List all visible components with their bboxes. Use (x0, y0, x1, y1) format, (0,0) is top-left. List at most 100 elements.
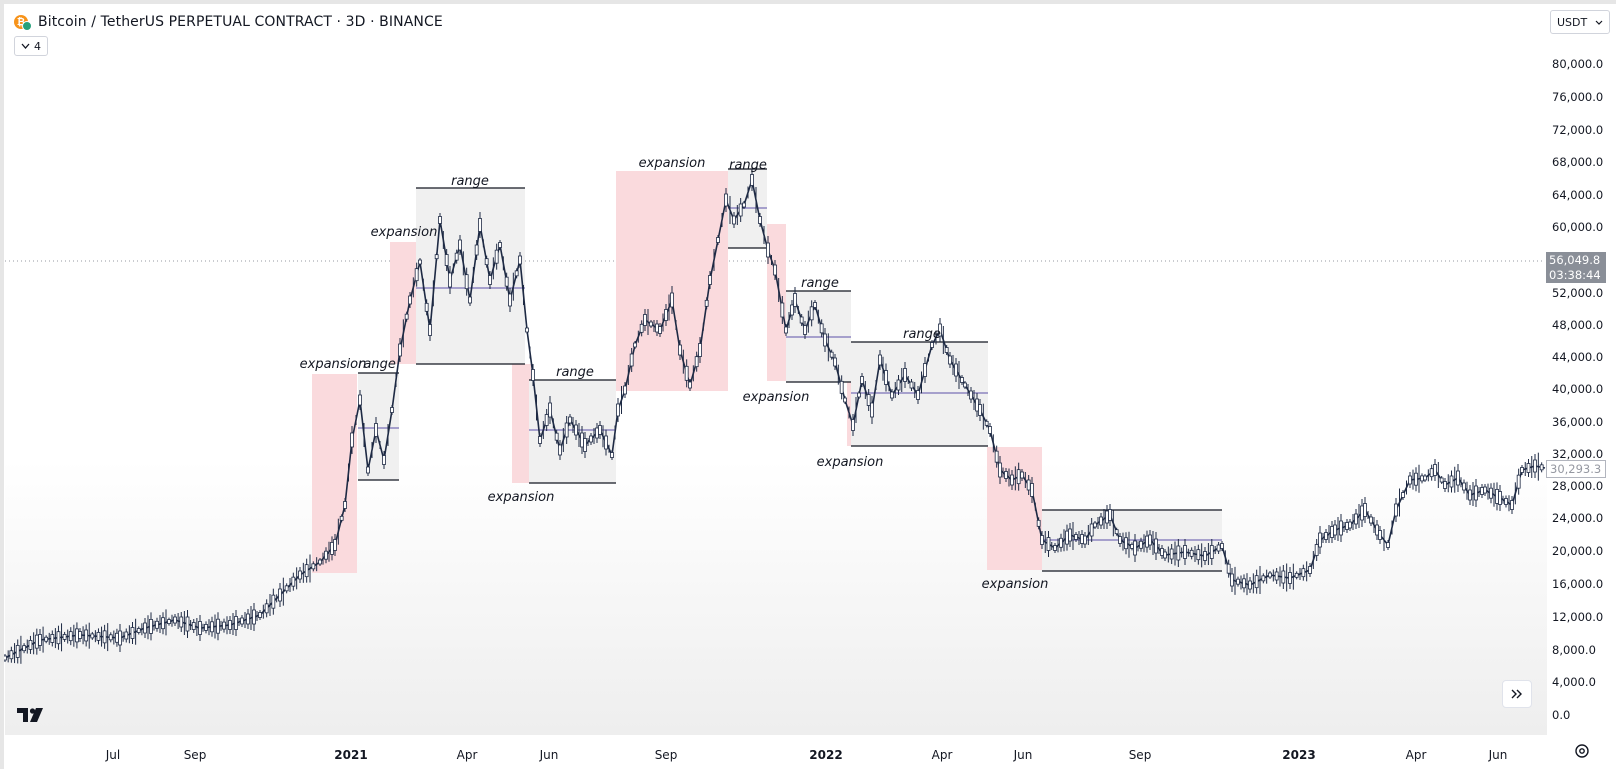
expansion-zone (512, 364, 531, 483)
candle-body (96, 631, 101, 641)
candle-body (975, 398, 979, 412)
candle-body (750, 174, 754, 186)
range-zone (416, 188, 525, 364)
candle-body (173, 616, 177, 624)
candle-body (494, 249, 499, 264)
candle-body (350, 432, 354, 448)
time-axis-label: Sep (654, 748, 678, 762)
candle-body (1020, 471, 1024, 479)
candle-body (298, 570, 302, 580)
candle-body (222, 621, 226, 630)
candle-body (938, 323, 942, 337)
candle-body (1093, 522, 1097, 528)
range-annotation: range (729, 158, 767, 173)
tradingview-logo-icon[interactable] (17, 707, 49, 723)
candle-body (742, 202, 746, 208)
candle-body (1154, 538, 1158, 554)
candle-body (1539, 464, 1544, 471)
candle-body (474, 244, 479, 256)
price-axis-label: 64,000.0 (1552, 188, 1604, 202)
candle-body (823, 333, 827, 347)
candle-body (278, 588, 282, 602)
currency-label: USDT (1557, 15, 1588, 29)
time-axis-label: 2021 (334, 748, 368, 762)
candle-body (1226, 563, 1231, 574)
candle-body (1169, 548, 1174, 560)
candle-body (1183, 545, 1187, 559)
candle-body (518, 255, 522, 265)
candle-body (629, 353, 634, 367)
candle-body (408, 295, 412, 305)
indicators-count: 4 (34, 39, 41, 53)
candle-body (1105, 510, 1109, 524)
candle-body (639, 323, 644, 333)
candle-body (1068, 528, 1072, 542)
candle-body (424, 302, 429, 312)
time-axis-label: Apr (931, 748, 953, 762)
candle-body (434, 254, 439, 260)
candle-body (870, 402, 874, 418)
scroll-to-realtime-button[interactable] (1502, 680, 1532, 708)
range-annotation: range (903, 327, 941, 342)
candle-body (1520, 467, 1524, 473)
candle-body (574, 424, 578, 436)
candle-body (488, 275, 492, 285)
price-axis-label: 0.0 (1552, 708, 1571, 722)
time-axis-label: Apr (456, 748, 478, 762)
candle-body (684, 365, 689, 381)
candle-body (484, 258, 489, 266)
candle-body (1483, 486, 1487, 494)
price-axis-label: 72,000.0 (1552, 123, 1604, 137)
candle-body (118, 630, 122, 646)
candle-body (1083, 535, 1087, 545)
candle-body (143, 622, 147, 634)
candle-body (1268, 572, 1272, 578)
candle-body (1274, 571, 1279, 581)
candle-body (909, 381, 914, 389)
price-axis-label: 28,000.0 (1552, 479, 1604, 493)
candle-body (1220, 543, 1224, 549)
candle-body (304, 564, 309, 578)
candle-body (1145, 535, 1149, 548)
candle-body (604, 435, 608, 450)
candle-body (1040, 535, 1044, 545)
time-axis-label: Jul (105, 748, 121, 762)
candle-body (339, 515, 344, 521)
candle-body (271, 594, 276, 609)
candle-body (428, 324, 432, 336)
chevron-down-icon (21, 43, 30, 49)
candle-body (649, 321, 653, 327)
candle-body (568, 416, 572, 424)
candle-body (44, 636, 49, 642)
candle-body (843, 397, 847, 403)
candle-body (694, 356, 699, 368)
candle-body (766, 242, 770, 258)
candle-body (1189, 549, 1194, 557)
settings-icon[interactable] (1574, 743, 1590, 759)
candle-body (1526, 463, 1531, 473)
expansion-annotation: expansion (370, 225, 438, 240)
price-axis-label: 48,000.0 (1552, 318, 1604, 332)
candle-body (155, 620, 159, 629)
candle-body (1474, 485, 1478, 501)
candle-body (167, 619, 171, 624)
candle-body (136, 628, 141, 633)
candle-body (504, 276, 509, 287)
currency-selector[interactable]: USDT (1550, 10, 1610, 34)
candle-body (1036, 519, 1041, 527)
candle-body (246, 613, 250, 625)
symbol-title[interactable]: Bitcoin / TetherUS PERPETUAL CONTRACT · … (38, 14, 443, 30)
candle-body (643, 314, 647, 326)
time-axis-label: Jun (539, 748, 559, 762)
expansion-annotation: expansion (742, 390, 810, 405)
candle-body (803, 325, 807, 335)
range-annotation: range (358, 357, 396, 372)
candle-body (610, 452, 614, 458)
indicators-toggle-button[interactable]: 4 (14, 36, 48, 56)
price-axis-label: 52,000.0 (1552, 286, 1604, 300)
candle-body (3, 655, 7, 661)
candle-body (1196, 549, 1201, 561)
candle-body (1163, 551, 1167, 559)
candle-body (738, 203, 743, 217)
